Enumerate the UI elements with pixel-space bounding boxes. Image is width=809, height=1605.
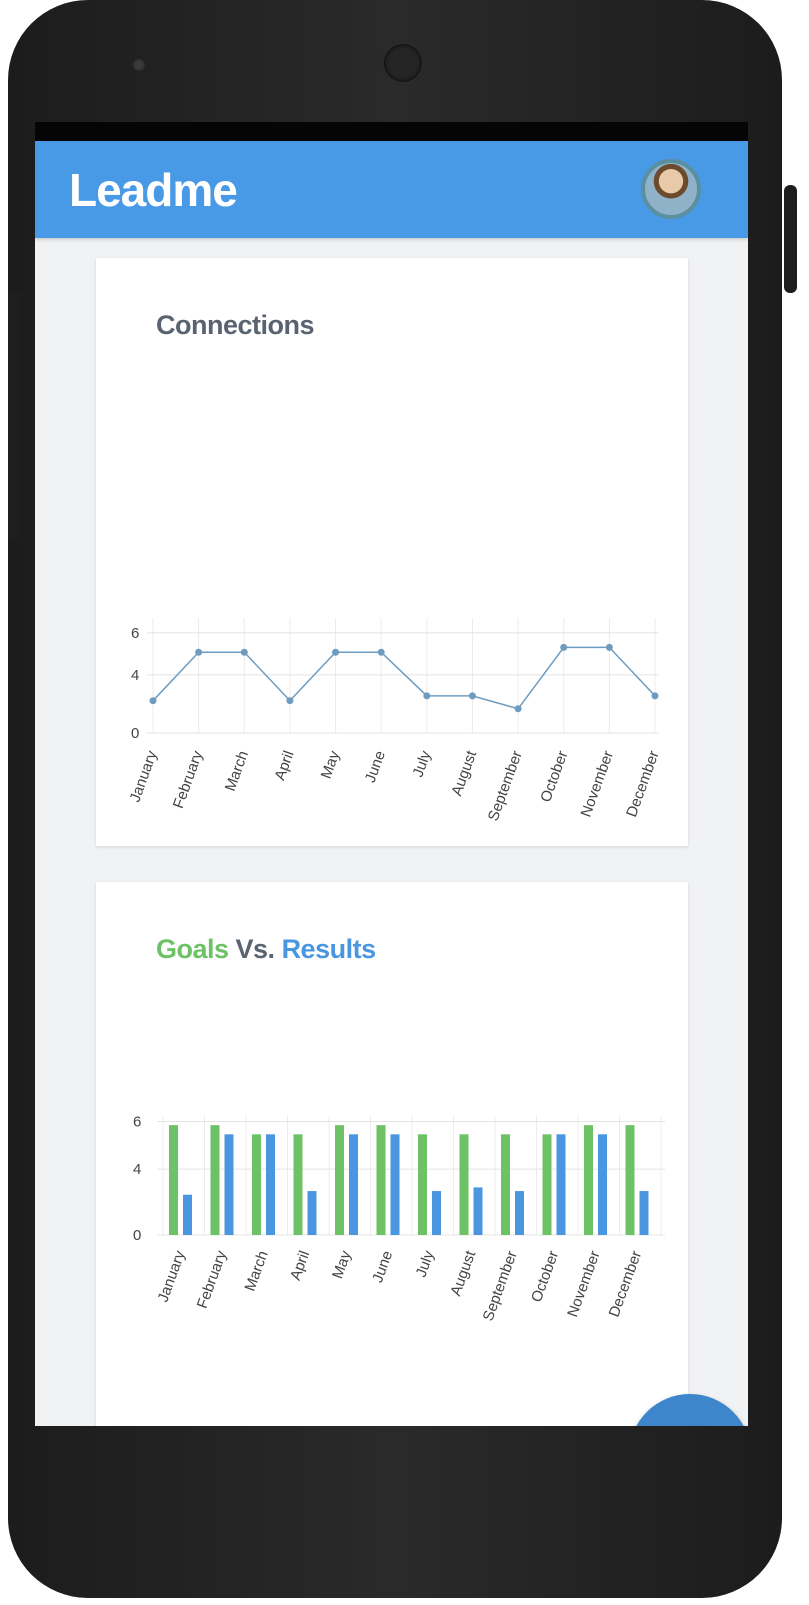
x-tick-label: June xyxy=(369,1249,396,1285)
data-point xyxy=(332,648,340,656)
data-point xyxy=(560,643,568,651)
connections-series-line xyxy=(152,646,656,710)
data-point xyxy=(195,648,203,656)
goals-bar xyxy=(459,1134,469,1235)
y-tick-label: 4 xyxy=(131,667,139,684)
x-tick-label: October xyxy=(537,749,571,805)
status-bar xyxy=(35,122,748,141)
results-bar xyxy=(515,1191,524,1235)
goals-bar xyxy=(335,1125,344,1235)
x-tick-label: April xyxy=(271,749,297,783)
x-tick-label: March xyxy=(222,749,252,794)
goals-results-chart: 0 4 6 January February March April May June July A… xyxy=(133,1113,665,1324)
results-bar xyxy=(349,1134,358,1235)
connections-chart: 0 4 6 January February March April May June July A… xyxy=(127,618,663,824)
data-point xyxy=(377,648,385,656)
results-bar xyxy=(390,1134,400,1235)
results-title-part: Results xyxy=(281,934,377,964)
data-point xyxy=(468,692,476,700)
goals-bar xyxy=(501,1134,510,1235)
x-tick-label: August xyxy=(447,1248,479,1298)
x-tick-label: April xyxy=(287,1249,313,1283)
results-bar xyxy=(266,1134,275,1235)
results-bar xyxy=(224,1134,234,1235)
phone-sensor xyxy=(132,58,146,72)
x-tick-label: May xyxy=(329,1248,355,1281)
phone-power-button xyxy=(784,185,797,293)
phone-screen: Leadme Connections 0 4 6 January February Mar… xyxy=(35,122,748,1426)
results-bar xyxy=(183,1194,192,1235)
x-tick-label: September xyxy=(480,1249,521,1324)
results-bar xyxy=(307,1191,317,1235)
goals-bar xyxy=(584,1125,593,1235)
goals-bar xyxy=(252,1134,261,1235)
y-tick-label: 6 xyxy=(131,625,139,642)
x-tick-label: September xyxy=(485,749,526,824)
x-tick-label: June xyxy=(362,749,389,785)
x-tick-label: February xyxy=(170,748,207,811)
y-tick-label: 0 xyxy=(131,725,139,742)
data-point xyxy=(149,697,157,705)
results-bar xyxy=(556,1134,566,1235)
x-tick-label: July xyxy=(413,1248,438,1279)
x-tick-label: December xyxy=(606,1249,646,1320)
user-avatar-icon[interactable] xyxy=(641,159,701,219)
data-point xyxy=(286,697,294,705)
data-point xyxy=(423,692,431,700)
goals-bar xyxy=(418,1134,427,1235)
x-tick-label: February xyxy=(194,1248,231,1311)
x-tick-label: December xyxy=(623,749,663,820)
results-bar xyxy=(598,1134,607,1235)
data-point xyxy=(514,705,522,713)
phone-side-button-left xyxy=(8,290,22,540)
app-title: Leadme xyxy=(69,164,238,216)
goals-bar xyxy=(376,1125,386,1235)
vs-title-part: Vs. xyxy=(228,934,282,964)
goals-results-title: Goals Vs. Results xyxy=(156,934,376,965)
goals-bar xyxy=(210,1125,220,1235)
results-bar xyxy=(432,1191,441,1235)
x-tick-label: July xyxy=(409,748,434,779)
results-bar xyxy=(473,1187,483,1235)
goals-bar xyxy=(169,1125,178,1235)
connections-card: Connections 0 4 6 January February March April… xyxy=(96,258,688,846)
y-tick-label: 4 xyxy=(133,1161,141,1178)
goals-bar xyxy=(625,1125,635,1235)
x-tick-label: May xyxy=(318,748,344,781)
y-tick-label: 0 xyxy=(133,1227,141,1244)
x-tick-label: November xyxy=(577,749,617,820)
goals-bar xyxy=(293,1134,303,1235)
results-bar xyxy=(639,1191,649,1235)
x-tick-label: March xyxy=(242,1249,272,1294)
x-tick-label: October xyxy=(528,1249,562,1305)
goals-bar xyxy=(542,1134,552,1235)
x-tick-label: August xyxy=(448,748,480,798)
data-point xyxy=(651,692,659,700)
x-tick-label: November xyxy=(564,1249,604,1320)
connections-title: Connections xyxy=(156,310,315,340)
phone-camera xyxy=(384,44,422,82)
y-tick-label: 6 xyxy=(133,1113,141,1130)
x-tick-label: January xyxy=(127,748,161,804)
x-tick-label: January xyxy=(155,1248,189,1304)
data-point xyxy=(605,643,613,651)
data-point xyxy=(240,648,248,656)
app-bar: Leadme xyxy=(35,141,748,238)
goals-results-card: Goals Vs. Results 0 4 6 January February Marc… xyxy=(96,882,688,1426)
goals-title-part: Goals xyxy=(156,934,229,964)
